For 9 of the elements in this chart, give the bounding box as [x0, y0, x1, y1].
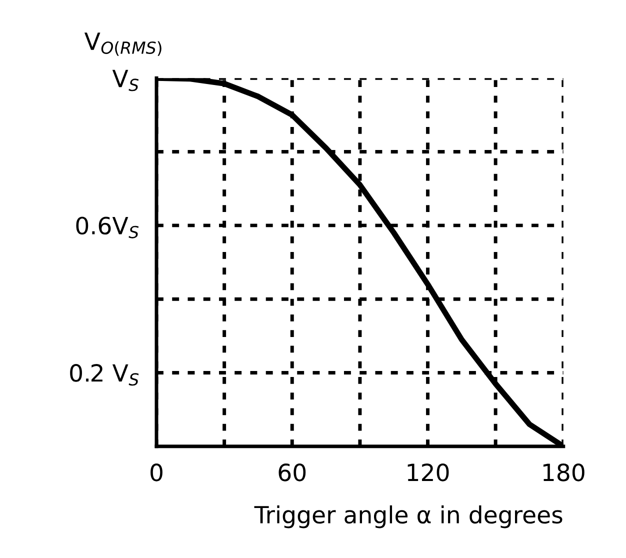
x-tick-label: 120 — [408, 463, 449, 482]
y-tick-label: V$_{S}$ — [112, 70, 139, 92]
x-tick-label: 0 — [150, 463, 162, 482]
y-axis-title: V$_{O(RMS)}$ — [84, 32, 162, 56]
x-tick-label: 60 — [278, 463, 306, 482]
x-tick-label: 180 — [543, 463, 584, 482]
x-axis-title: Trigger angle α in degrees — [254, 505, 562, 528]
y-tick-label: 0.2 V$_{S}$ — [70, 364, 139, 386]
y-tick-label: 0.6V$_{S}$ — [76, 216, 139, 238]
